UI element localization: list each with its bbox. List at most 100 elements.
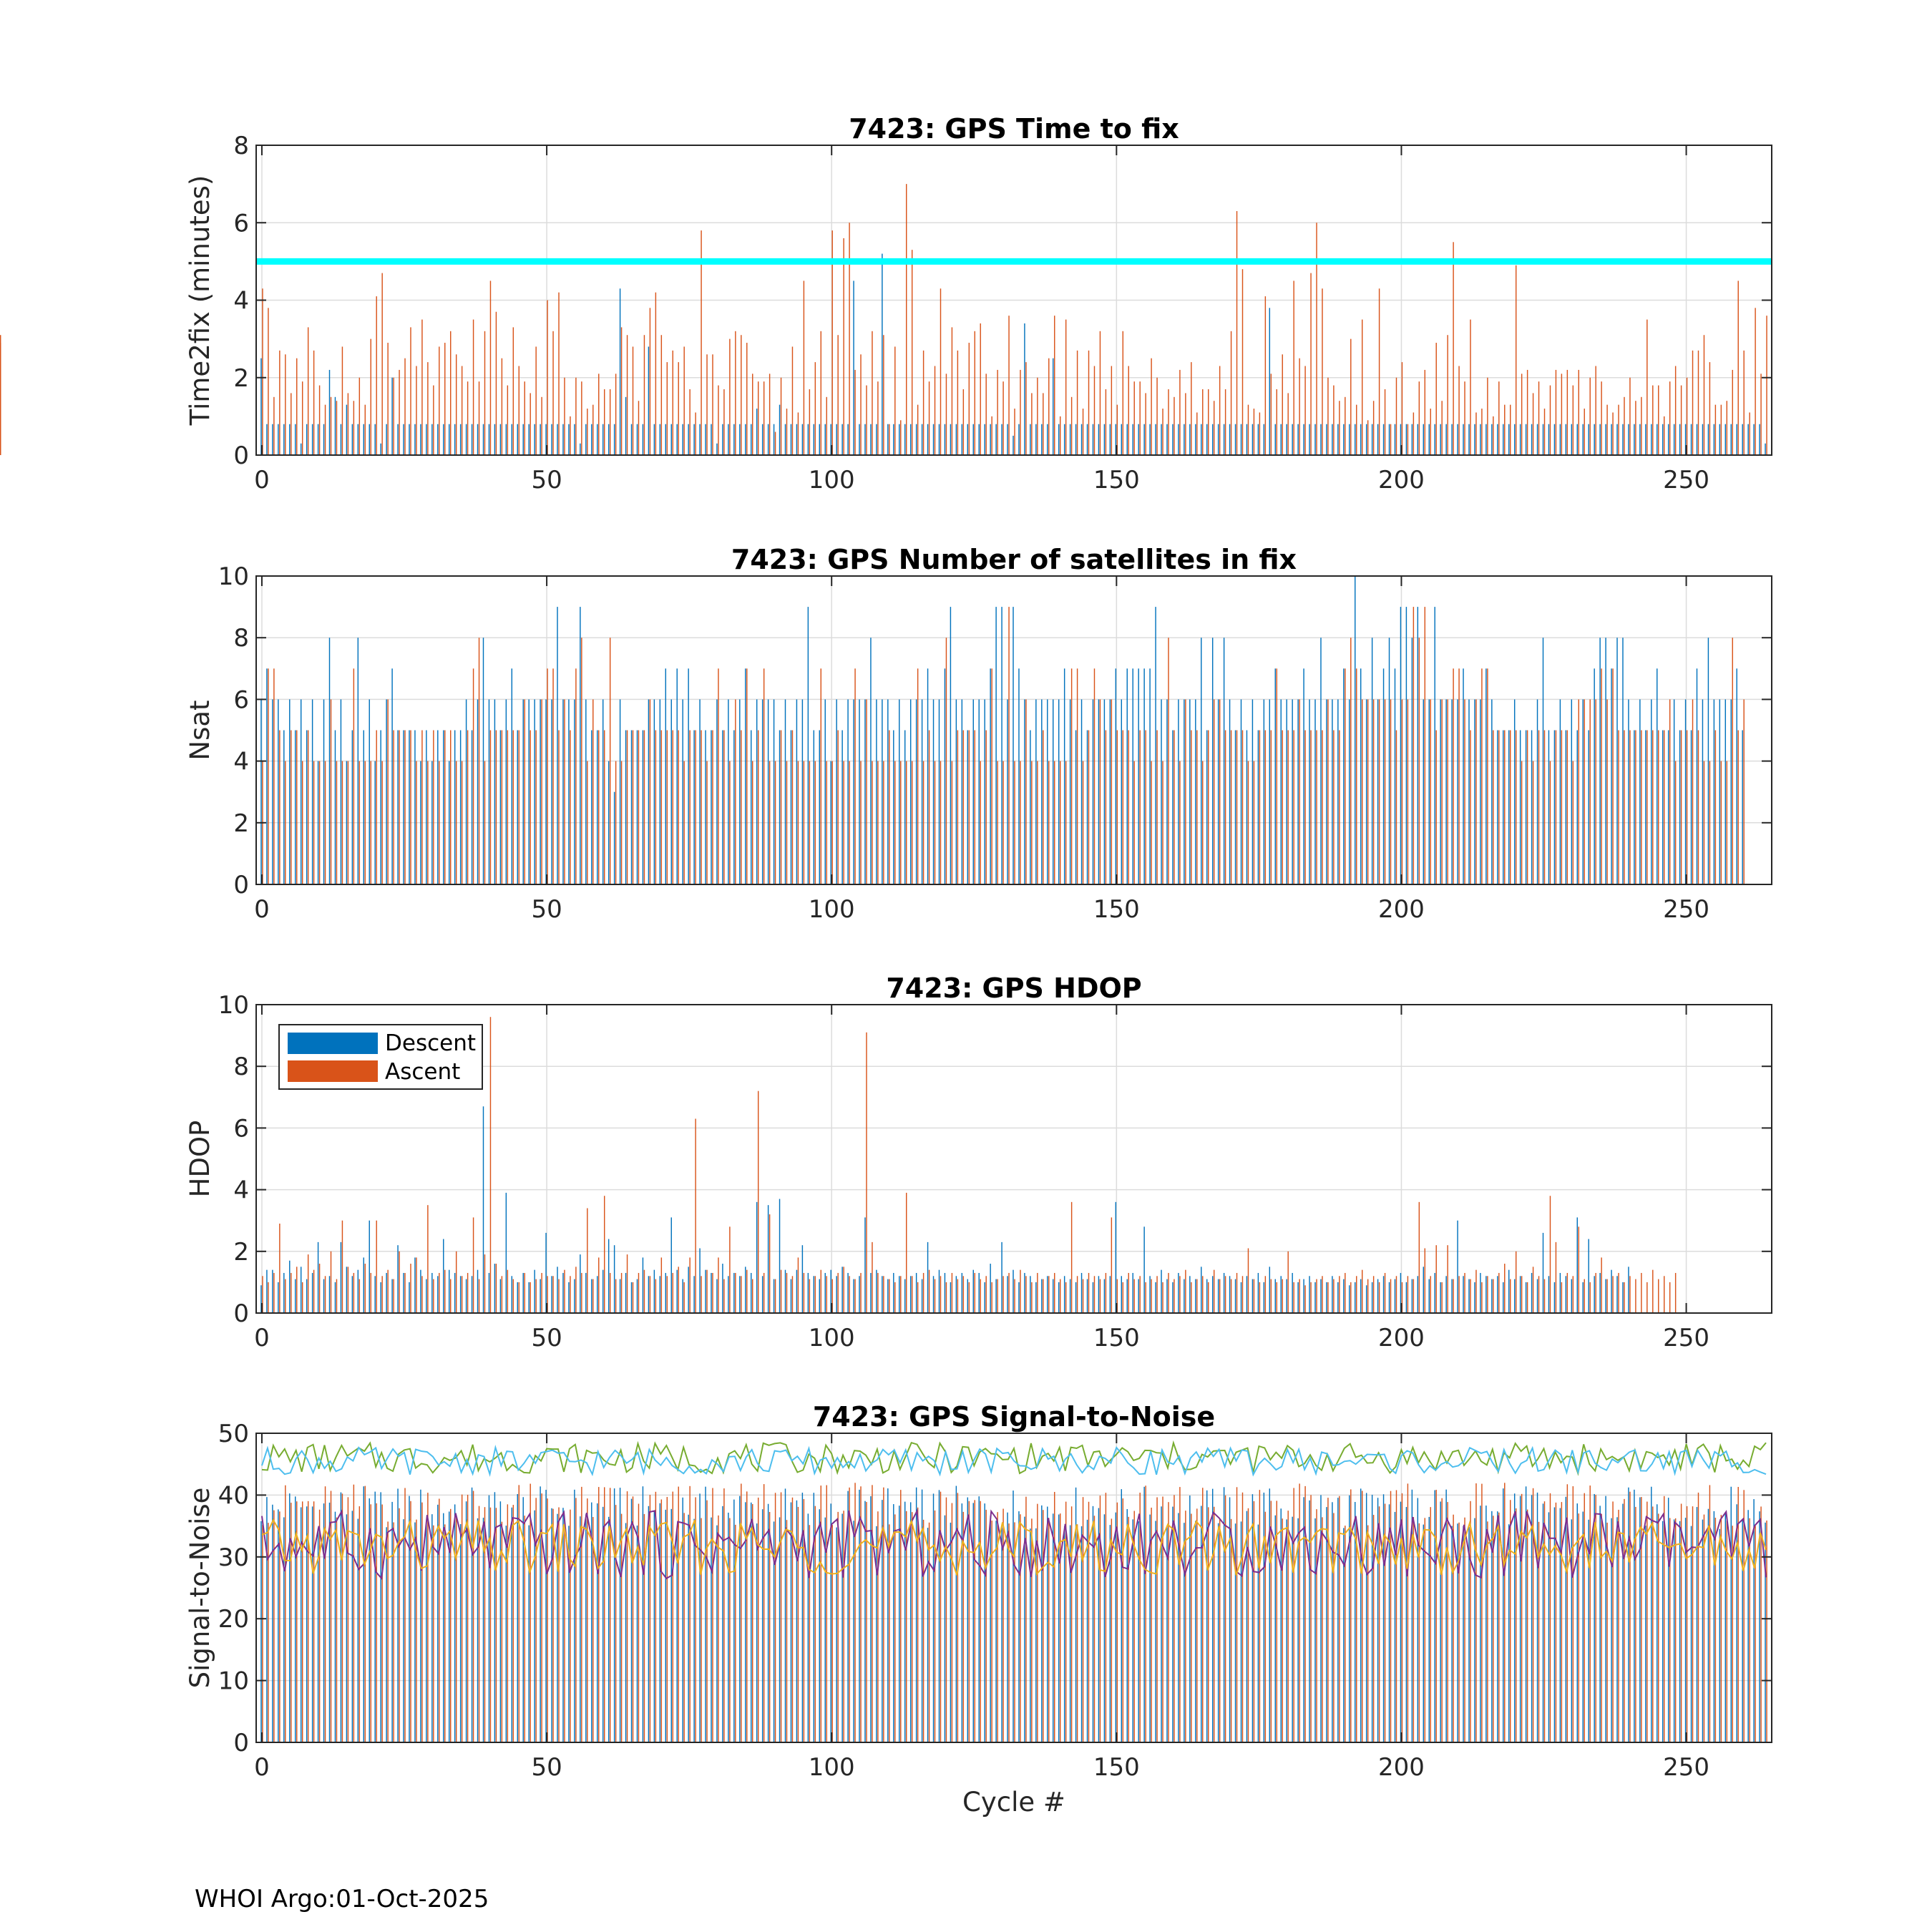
bar-descent [465, 1501, 467, 1742]
bar-descent [665, 668, 667, 884]
bar-descent [1098, 699, 1100, 884]
bar-descent [830, 1503, 831, 1742]
bar-descent [722, 1264, 723, 1313]
bar-descent [1217, 424, 1219, 455]
bar-ascent [1241, 1492, 1244, 1742]
bar-descent [1211, 424, 1214, 455]
bar-descent [824, 1272, 826, 1313]
bar-ascent [489, 1017, 492, 1313]
bar-ascent [763, 668, 765, 884]
bar-ascent [1224, 389, 1226, 455]
bar-descent [1343, 1528, 1345, 1742]
bar-descent [266, 1497, 268, 1742]
bar-descent [568, 1526, 570, 1742]
bar-descent [437, 424, 439, 455]
bar-ascent [854, 1279, 856, 1313]
bar-ascent [643, 730, 645, 884]
bar-ascent [928, 381, 930, 455]
bar-descent [1508, 730, 1510, 884]
bar-ascent [581, 1272, 582, 1313]
bar-ascent [1413, 607, 1415, 884]
bar-descent [1702, 699, 1704, 884]
bar-descent [756, 699, 758, 884]
bar-descent [1035, 1528, 1037, 1742]
bar-descent [984, 424, 985, 455]
bar-descent [1423, 1524, 1425, 1742]
bar-descent [1377, 424, 1379, 455]
bar-ascent [1697, 1492, 1699, 1742]
bar-descent [517, 1282, 518, 1313]
chart-title: 7423: GPS Signal-to-Noise [813, 1401, 1215, 1433]
bar-descent [562, 1508, 564, 1742]
bar-descent [459, 1523, 462, 1742]
bar-descent [972, 699, 974, 884]
bar-ascent [1674, 366, 1677, 455]
bar-descent [420, 424, 421, 455]
bar-ascent [581, 638, 582, 884]
x-tick-label: 150 [1093, 1753, 1140, 1782]
bar-ascent [1709, 1485, 1711, 1742]
bar-descent [494, 1492, 496, 1742]
bar-ascent [786, 1272, 788, 1313]
bar-ascent [1168, 389, 1169, 455]
bar-ascent [1287, 1511, 1289, 1742]
bar-descent [625, 1523, 627, 1742]
bar-descent [1206, 730, 1208, 884]
bar-descent [1400, 1501, 1402, 1742]
bar-ascent [980, 1279, 981, 1313]
bar-descent [824, 1517, 826, 1742]
bar-ascent [1014, 1522, 1015, 1742]
bar-ascent [1481, 1483, 1483, 1742]
bar-ascent [581, 381, 582, 455]
bar-descent [1377, 1279, 1379, 1313]
bar-descent [699, 699, 701, 884]
bar-ascent [1430, 1507, 1431, 1742]
y-tick-label: 10 [218, 991, 249, 1020]
bar-descent [1365, 699, 1367, 884]
bar-ascent [1139, 1276, 1141, 1313]
bar-ascent [552, 331, 554, 455]
bar-ascent [1526, 369, 1528, 455]
bar-descent [534, 1269, 535, 1313]
bar-descent [1508, 1269, 1510, 1313]
bar-descent [670, 699, 672, 884]
bar-descent [1513, 424, 1516, 455]
bar-descent [1252, 1494, 1254, 1742]
bar-ascent [695, 1118, 696, 1313]
bar-ascent [484, 1507, 486, 1742]
bar-ascent [894, 1514, 896, 1742]
bar-ascent [1093, 366, 1096, 455]
bar-descent [420, 761, 421, 884]
bar-ascent [433, 1279, 434, 1313]
bar-ascent [906, 761, 907, 884]
bar-ascent [689, 389, 691, 455]
bar-ascent [467, 381, 469, 455]
bar-descent [767, 1205, 769, 1313]
bar-ascent [301, 761, 303, 884]
bar-descent [784, 699, 786, 884]
bar-descent [505, 1192, 507, 1313]
bar-ascent [1549, 1493, 1551, 1742]
bar-descent [1206, 1490, 1208, 1742]
bar-ascent [535, 346, 537, 455]
bar-descent [260, 1285, 262, 1313]
y-tick-label: 0 [233, 871, 249, 899]
bar-descent [1434, 1272, 1435, 1313]
bar-ascent [1680, 730, 1682, 884]
bar-descent [1189, 1276, 1191, 1313]
bar-descent [1707, 424, 1709, 455]
bar-ascent [512, 730, 514, 884]
bar-descent [841, 1267, 843, 1313]
bar-ascent [1395, 730, 1397, 884]
bar-ascent [666, 362, 668, 455]
bar-ascent [991, 416, 992, 455]
bar-ascent [962, 1511, 965, 1742]
bar-descent [1747, 424, 1749, 455]
x-tick-label: 250 [1663, 1753, 1709, 1782]
bar-ascent [1293, 1282, 1294, 1313]
bar-descent [1411, 1489, 1413, 1742]
bar-ascent [1543, 409, 1546, 455]
bar-ascent [1287, 730, 1289, 884]
bar-ascent [1088, 1501, 1090, 1742]
